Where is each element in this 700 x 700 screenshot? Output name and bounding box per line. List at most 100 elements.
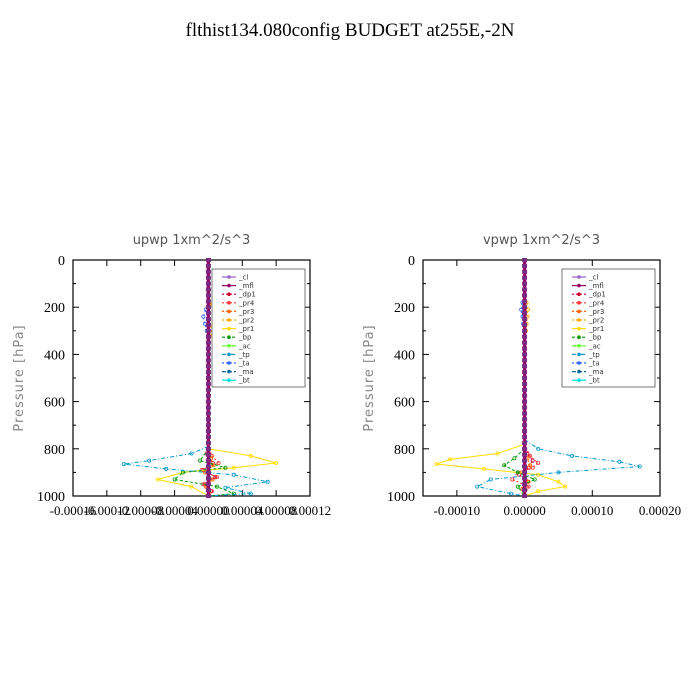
- panel2-point-ta: [519, 307, 524, 312]
- panel2-point-pr4: [510, 477, 515, 482]
- panel2-legend-marker-ac: [577, 344, 581, 348]
- panel1-mfl-marker: [205, 358, 211, 363]
- panel2-point-bp: [512, 456, 517, 461]
- panel1-mfl-marker: [205, 411, 211, 416]
- panel2-mfl-marker: [522, 322, 528, 327]
- panel2-mfl-marker: [522, 440, 528, 445]
- panel1-point-tp: [265, 479, 270, 484]
- panel1-mfl-marker: [205, 269, 211, 274]
- panel1-legend-label-bp: _bp: [238, 334, 252, 342]
- panel2-mfl-marker: [522, 346, 528, 351]
- panel2-legend-marker-pr1: [577, 326, 581, 331]
- panel2-mfl-marker: [522, 423, 528, 428]
- panel2-legend-label-bt: _bt: [588, 377, 600, 385]
- panel2-mfl-marker: [522, 376, 528, 380]
- panel2-x-tick-label: 0.00020: [639, 503, 681, 518]
- panel1-point-pr4: [214, 475, 219, 480]
- panel1-legend-marker-mfl: [227, 283, 231, 288]
- panel2-point-tp: [508, 491, 513, 496]
- panel1-mfl-marker: [205, 452, 211, 457]
- panel1-mfl-marker: [205, 376, 211, 380]
- panel1-y-tick-label: 1000: [37, 490, 65, 505]
- panel2-legend-label-dp1: _dp1: [588, 291, 606, 299]
- panel2-point-pr1: [434, 462, 439, 467]
- panel1-x-tick-label: -0.00012: [84, 503, 131, 518]
- panel2-point-tp: [637, 464, 642, 469]
- panel1-mfl-marker: [205, 399, 211, 404]
- panel1-x-tick-label: 0.00004: [221, 503, 264, 518]
- panel1-legend-marker-dp1: [227, 292, 231, 297]
- panel2-series-line-bp: [503, 448, 536, 497]
- panel1-legend-label-cl: _cl: [238, 274, 248, 282]
- panel1-series-line-pr1: [157, 448, 277, 497]
- panel1-legend-label-mfl: _mfl: [238, 282, 254, 290]
- panel1-mfl-marker: [205, 287, 211, 292]
- panel2-mfl-marker: [522, 393, 528, 398]
- panel1-point-ta: [201, 314, 206, 319]
- panel2-mfl-marker: [522, 381, 528, 386]
- panel1-y-tick-label: 0: [58, 254, 65, 269]
- panel1-legend-label-dp1: _dp1: [238, 291, 256, 299]
- panel2-mfl-marker: [522, 488, 528, 493]
- panel2-mfl-marker: [522, 340, 528, 345]
- panel2-mfl-marker: [522, 405, 528, 410]
- panel1-mfl-marker: [205, 370, 211, 375]
- panel2-legend-label-pr1: _pr1: [588, 325, 604, 333]
- panel2-point-pr4: [528, 453, 533, 458]
- panel2-mfl-marker: [522, 364, 528, 369]
- panel1-legend-marker-ma: [227, 369, 231, 374]
- panel2-title: vpwp 1xm^2/s^3: [483, 233, 600, 248]
- panel2-point-pr4: [536, 460, 541, 465]
- panel1-legend-marker-pr3: [227, 309, 231, 314]
- panel1-point-bp: [231, 491, 236, 496]
- panel2-point-pr2: [526, 307, 531, 312]
- panel1-mfl-marker: [205, 458, 211, 463]
- panel1-mfl-marker: [205, 464, 211, 469]
- panel2-point-pr1: [536, 472, 541, 477]
- panel1-mfl-marker: [205, 352, 211, 357]
- panel1-x-tick-label: -0.00016: [50, 503, 97, 518]
- panel1-mfl-marker: [205, 470, 211, 475]
- panel2-legend-marker-cl: [577, 275, 581, 279]
- panel1-mfl-marker: [205, 476, 211, 481]
- panel2-y-tick-label: 0: [408, 254, 415, 269]
- panel2-series-line-pr2: [524, 295, 529, 338]
- panel1-legend-label-pr2: _pr2: [238, 317, 254, 325]
- panel1-point-tp: [248, 491, 253, 496]
- panel1-point-bp: [172, 477, 177, 482]
- panel1-y-axis-label: Pressure [hPa]: [12, 324, 27, 431]
- panel2-legend-marker-pr2: [577, 318, 581, 322]
- panel1-mfl-marker: [205, 488, 211, 493]
- panel2-series-line-pr1: [436, 443, 567, 497]
- panel1-legend-label-ma: _ma: [238, 368, 254, 376]
- panel2-mfl-marker: [522, 411, 528, 416]
- panel1-mfl-marker: [205, 364, 211, 369]
- panel1-mfl-marker: [205, 423, 211, 428]
- panel1-title: upwp 1xm^2/s^3: [133, 233, 251, 248]
- panel1-x-tick-label: 0.00008: [255, 503, 297, 518]
- panel2-legend-marker-dp1: [577, 292, 581, 297]
- panel1-point-tp: [121, 462, 126, 467]
- panel1-mfl-marker: [205, 393, 211, 398]
- panel1-point-pr1: [231, 465, 236, 470]
- panel2-x-tick-label: 0.00010: [571, 503, 613, 518]
- panel1-mfl-marker: [205, 482, 211, 487]
- panel2-y-tick-label: 400: [394, 348, 415, 363]
- panel1-series-line-bp: [173, 448, 234, 497]
- panel1-legend-label-pr4: _pr4: [238, 299, 255, 307]
- panel1-point-pr1: [248, 453, 253, 458]
- panel2-mfl-marker: [522, 305, 528, 310]
- panel2-point-bp: [515, 470, 520, 475]
- panel2-mfl-marker: [522, 352, 528, 357]
- panel2-mfl-marker: [522, 275, 528, 280]
- panel2-mfl-marker: [522, 328, 528, 333]
- panel2-point-pr1: [495, 451, 500, 456]
- panel1-legend-label-bt: _bt: [238, 377, 250, 385]
- panel2-mfl-marker: [522, 446, 528, 451]
- panel1-mfl-marker: [205, 340, 211, 345]
- panel1-legend-label-pr3: _pr3: [238, 308, 254, 316]
- panel1-mfl-marker: [205, 334, 211, 339]
- panel2-legend-marker-bt: [577, 378, 581, 383]
- panel1-point-pr1: [189, 484, 194, 489]
- panel1-legend-marker-bt: [227, 378, 231, 383]
